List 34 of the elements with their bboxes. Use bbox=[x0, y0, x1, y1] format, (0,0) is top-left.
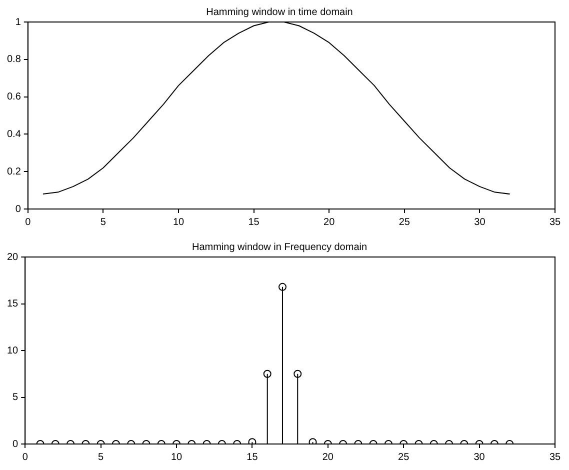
point bbox=[308, 438, 317, 444]
y-tick-label: 0.6 bbox=[6, 92, 22, 103]
x-tick-label: 0 bbox=[22, 452, 28, 463]
x-tick-label: 5 bbox=[98, 452, 104, 463]
x-tick-label: 25 bbox=[398, 452, 410, 463]
x-tick-label: 10 bbox=[172, 216, 184, 228]
point bbox=[248, 438, 256, 444]
chart-title: Hamming window in Frequency domain bbox=[192, 242, 368, 253]
y-tick-label: 1 bbox=[15, 16, 22, 28]
y-tick-label: 10 bbox=[7, 345, 19, 356]
x-tick-label: 0 bbox=[25, 216, 32, 228]
y-tick-label: 0 bbox=[12, 438, 19, 450]
y-tick-label: 0.4 bbox=[6, 128, 22, 140]
y-tick-label: 0.8 bbox=[6, 54, 22, 66]
y-tick-label: 0 bbox=[15, 204, 22, 215]
y-tick-label: 20 bbox=[7, 252, 19, 263]
x-tick-label: 35 bbox=[549, 216, 561, 228]
y-tick-label: 0.2 bbox=[6, 166, 22, 178]
point bbox=[294, 370, 302, 378]
point bbox=[263, 370, 272, 378]
x-tick-label: 15 bbox=[246, 452, 258, 463]
x-tick-label: 15 bbox=[248, 216, 260, 228]
x-tick-label: 30 bbox=[474, 452, 486, 463]
x-tick-label: 10 bbox=[170, 452, 183, 463]
x-tick-label: 5 bbox=[100, 216, 106, 228]
x-tick-label: 30 bbox=[474, 216, 486, 228]
y-tick-label: 5 bbox=[12, 392, 19, 403]
x-tick-label: 20 bbox=[322, 452, 334, 463]
x-tick-label: 25 bbox=[398, 216, 410, 228]
x-tick-label: 35 bbox=[549, 452, 561, 463]
x-tick-label: 20 bbox=[324, 216, 336, 228]
y-tick-label: 15 bbox=[7, 298, 19, 310]
chart-title: Hamming window in time domain bbox=[206, 6, 353, 18]
point bbox=[278, 282, 286, 291]
